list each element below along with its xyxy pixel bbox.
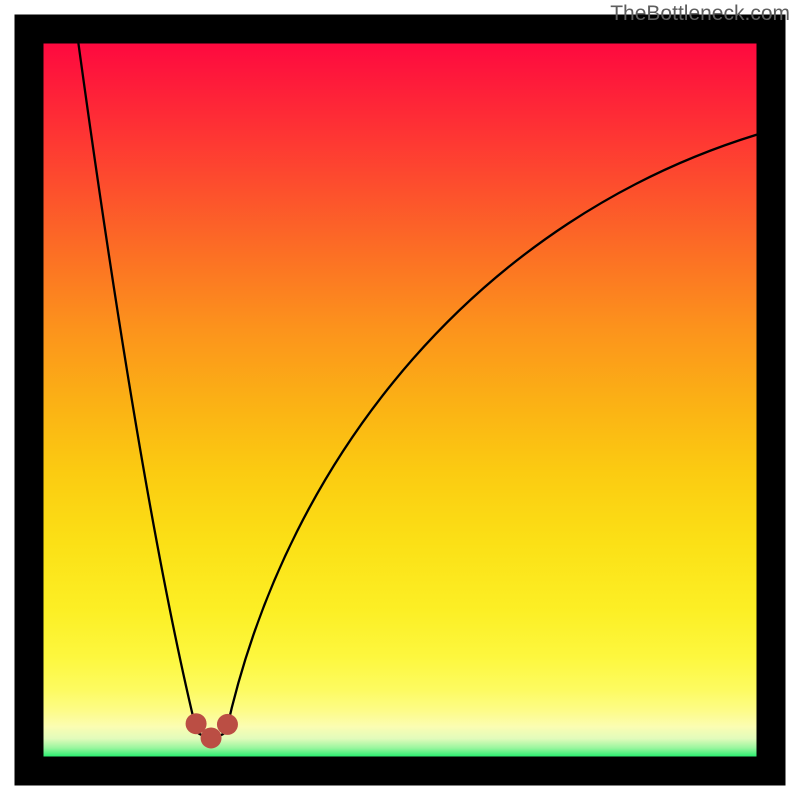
bottleneck-chart [0,0,800,800]
valley-marker [217,714,238,735]
valley-marker [201,727,222,748]
gradient-background [44,44,757,757]
watermark-text: TheBottleneck.com [610,2,790,26]
